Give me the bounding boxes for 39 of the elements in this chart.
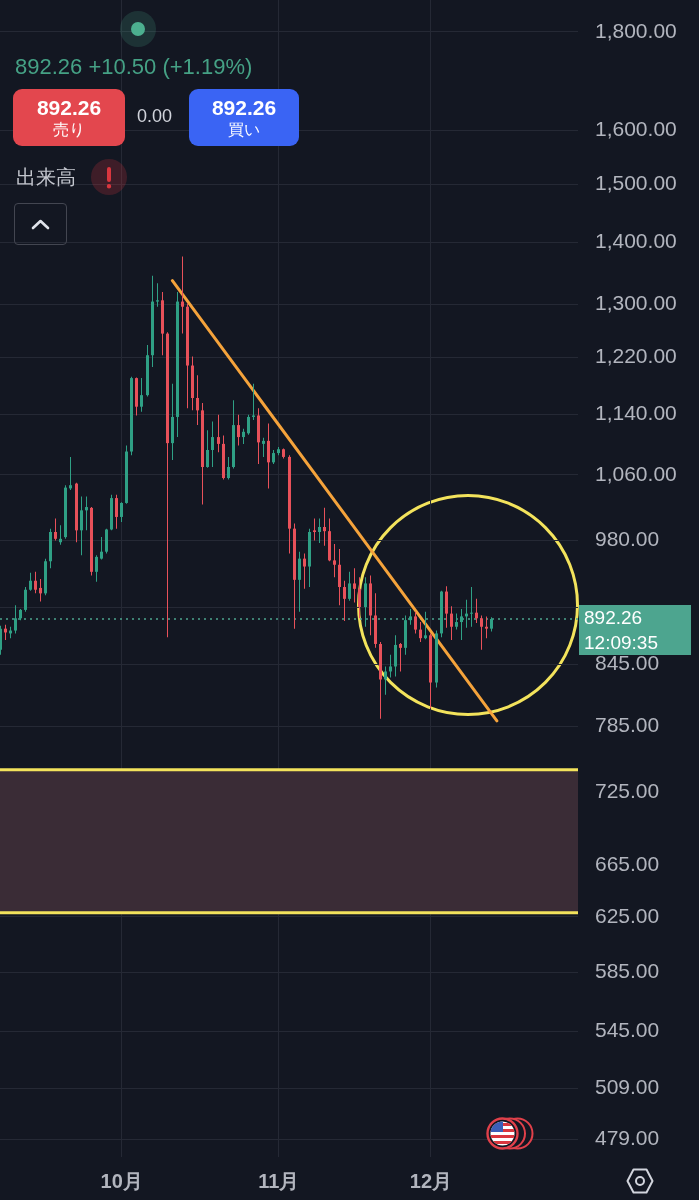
y-tick-label: 585.00 xyxy=(595,958,660,982)
y-tick-label: 980.00 xyxy=(595,527,660,551)
candlestick xyxy=(69,456,72,490)
x-tick-label: 12月 xyxy=(409,1169,453,1192)
ref-line-label: 892.26 12:09:35 xyxy=(584,607,658,654)
y-tick-label: 509.00 xyxy=(595,1075,660,1099)
y-tick-label: 1,800.00 xyxy=(595,18,677,42)
x-tick-label: 11月 xyxy=(258,1169,300,1192)
annotation: 買い xyxy=(228,119,260,140)
y-tick-label: 1,500.00 xyxy=(595,171,677,195)
candlestick xyxy=(485,616,488,639)
annotation: 売り xyxy=(53,119,85,140)
y-tick-label: 725.00 xyxy=(595,779,660,803)
y-tick-label: 1,300.00 xyxy=(595,290,677,314)
y-tick-label: 1,400.00 xyxy=(595,228,677,252)
candlestick xyxy=(470,587,473,627)
sell-button: 892.26 売り xyxy=(13,89,125,146)
annotation: 892.26 xyxy=(211,95,277,120)
y-tick-label: 845.00 xyxy=(595,651,660,675)
y-tick-label: 785.00 xyxy=(595,712,660,736)
y-tick-label: 665.00 xyxy=(595,851,660,875)
y-tick-label: 479.00 xyxy=(595,1126,660,1150)
candlestick xyxy=(156,283,159,307)
y-tick-label: 1,220.00 xyxy=(595,344,677,368)
y-tick-label: 545.00 xyxy=(595,1018,660,1042)
y-tick-label: 1,060.00 xyxy=(595,461,677,485)
annotation: 出来高 xyxy=(16,165,76,190)
y-tick-label: 1,600.00 xyxy=(595,117,677,141)
x-tick-label: 10月 xyxy=(100,1169,143,1192)
candlestick xyxy=(85,496,88,531)
buy-button: 892.26 買い xyxy=(189,89,299,146)
candlestick xyxy=(181,256,184,334)
annotation: 892.26 xyxy=(36,95,102,120)
candlestick xyxy=(313,518,316,541)
y-tick-label: 625.00 xyxy=(595,903,660,927)
y-tick-label: 1,140.00 xyxy=(595,400,677,424)
text: 892.26 +10.50 (+1.19%) xyxy=(15,54,253,80)
annotation: 0.00 xyxy=(137,106,173,127)
candlestick xyxy=(252,383,255,420)
